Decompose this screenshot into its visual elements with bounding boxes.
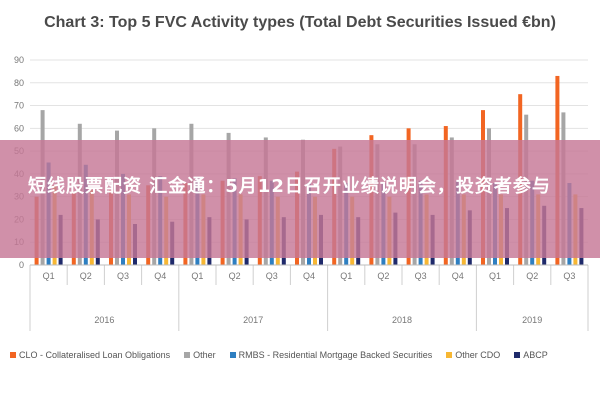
legend-item: RMBS - Residential Mortgage Backed Secur…: [229, 350, 433, 360]
legend-label: CLO - Collateralised Loan Obligations: [19, 350, 171, 360]
legend-item: CLO - Collateralised Loan Obligations: [10, 350, 170, 360]
banner-text[interactable]: 短线股票配资 汇金通：5月12日召开业绩说明会，投资者参与: [28, 176, 551, 197]
y-tick-label: 90: [14, 55, 24, 65]
legend-label: RMBS - Residential Mortgage Backed Secur…: [238, 350, 433, 360]
x-tick-label: Q1: [191, 271, 203, 281]
legend-label: ABCP: [523, 350, 548, 360]
chart-title: Chart 3: Top 5 FVC Activity types (Total…: [44, 14, 556, 31]
legend-swatch: [446, 352, 453, 358]
year-label: 2019: [522, 315, 542, 325]
x-tick-label: Q3: [266, 271, 278, 281]
y-tick-label: 60: [14, 123, 24, 133]
legend: CLO - Collateralised Loan Obligations Oth…: [10, 350, 600, 360]
y-tick-label: 80: [14, 78, 24, 88]
x-tick-label: Q4: [303, 271, 315, 281]
legend-swatch: [229, 352, 236, 358]
x-tick-label: Q1: [340, 271, 352, 281]
legend-swatch: [514, 352, 521, 358]
legend-swatch: [10, 352, 16, 358]
x-tick-label: Q1: [489, 271, 501, 281]
x-tick-label: Q3: [563, 271, 575, 281]
x-tick-label: Q2: [377, 271, 389, 281]
legend-item: Other CDO: [446, 350, 500, 360]
x-tick-label: Q2: [526, 271, 538, 281]
y-tick-label: 70: [14, 101, 24, 111]
year-label: 2018: [392, 315, 412, 325]
x-tick-label: Q3: [117, 271, 129, 281]
legend-swatch: [184, 352, 191, 358]
x-tick-label: Q1: [43, 271, 55, 281]
x-tick-label: Q2: [229, 271, 241, 281]
year-label: 2017: [243, 315, 263, 325]
x-tick-label: Q4: [452, 271, 464, 281]
year-label: 2016: [94, 315, 114, 325]
y-tick-label: 0: [19, 260, 24, 270]
banner-overlay[interactable]: [0, 140, 600, 258]
legend-item: ABCP: [514, 350, 548, 360]
legend-label: Other: [193, 350, 216, 360]
legend-label: Other CDO: [455, 350, 501, 360]
legend-item: Other: [184, 350, 216, 360]
x-tick-label: Q3: [415, 271, 427, 281]
x-tick-label: Q4: [154, 271, 166, 281]
x-tick-label: Q2: [80, 271, 92, 281]
